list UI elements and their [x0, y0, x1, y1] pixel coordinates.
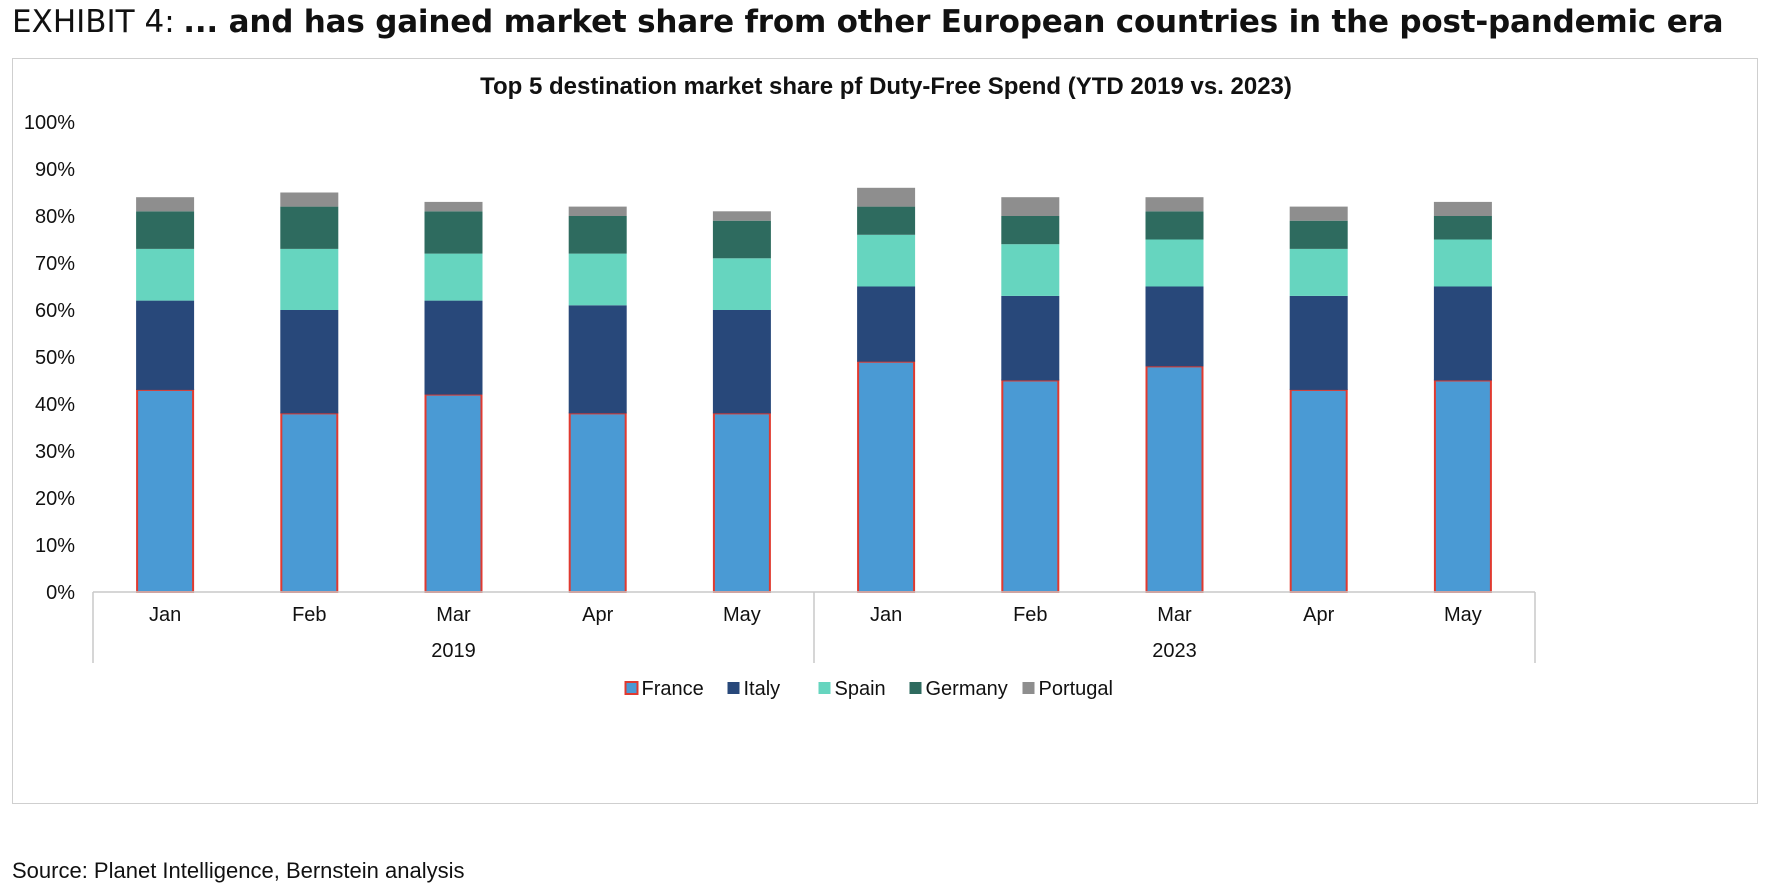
- bar-spain-2: [424, 253, 483, 301]
- bar-germany-5: [857, 206, 916, 235]
- legend-swatch: [727, 682, 740, 694]
- bar-italy-3: [568, 305, 627, 414]
- source-note: Source: Planet Intelligence, Bernstein a…: [12, 858, 465, 883]
- bar-spain-1: [280, 248, 339, 310]
- bar-portugal-0: [136, 197, 195, 212]
- bar-italy-9: [1433, 286, 1492, 381]
- bar-portugal-7: [1145, 197, 1204, 212]
- legend-item-france: France: [624, 678, 704, 700]
- bar-germany-9: [1433, 216, 1492, 240]
- bar-portugal-1: [280, 192, 339, 207]
- x-tick-label: Mar: [436, 604, 471, 626]
- x-tick-label: May: [723, 604, 761, 626]
- exhibit-label: EXHIBIT 4:: [12, 4, 175, 40]
- bar-portugal-4: [712, 211, 771, 221]
- legend-swatch: [624, 681, 639, 695]
- legend-label: Portugal: [1039, 678, 1114, 700]
- bars: [136, 187, 1492, 594]
- legend-label: Italy: [744, 678, 781, 700]
- bar-germany-4: [712, 220, 771, 259]
- chart-title: Top 5 destination market share pf Duty-F…: [480, 73, 1292, 100]
- legend: France Italy Spain Germany Portugal: [624, 678, 1114, 700]
- bar-spain-3: [568, 253, 627, 306]
- bar-italy-5: [857, 286, 916, 362]
- bar-spain-4: [712, 258, 771, 310]
- chart-container: Top 5 destination market share pf Duty-F…: [12, 58, 1758, 804]
- y-tick-label: 40%: [35, 394, 75, 416]
- y-axis-labels: 0% 10% 20% 30% 40% 50% 60% 70% 80% 90% 100%: [24, 112, 75, 604]
- bar-spain-5: [857, 234, 916, 287]
- bar-germany-7: [1145, 211, 1204, 240]
- x-tick-label: Mar: [1157, 604, 1192, 626]
- bar-france-9: [1433, 379, 1492, 593]
- x-tick-label: Jan: [870, 604, 902, 626]
- y-tick-label: 90%: [35, 159, 75, 181]
- bar-germany-3: [568, 216, 627, 254]
- y-tick-label: 80%: [35, 206, 75, 228]
- bar-italy-1: [280, 310, 339, 414]
- x-tick-label: Apr: [582, 604, 613, 626]
- x-group-label: 2019: [431, 640, 476, 662]
- legend-item-italy: Italy: [727, 678, 781, 700]
- x-group-label: 2023: [1152, 640, 1197, 662]
- x-tick-label: Jan: [149, 604, 181, 626]
- y-tick-label: 100%: [24, 112, 75, 134]
- x-tick-label: Feb: [1013, 604, 1047, 626]
- bar-italy-7: [1145, 286, 1204, 367]
- bar-italy-8: [1289, 295, 1348, 390]
- stacked-bar-chart: Top 5 destination market share pf Duty-F…: [24, 73, 1536, 700]
- bar-germany-2: [424, 211, 483, 254]
- bar-spain-6: [1001, 244, 1060, 296]
- bar-france-0: [136, 388, 195, 593]
- bar-france-8: [1289, 388, 1348, 593]
- bar-france-6: [1001, 379, 1060, 593]
- y-tick-label: 0%: [46, 582, 75, 604]
- bar-france-4: [712, 412, 771, 593]
- legend-label: Spain: [835, 678, 886, 700]
- legend-swatch: [818, 682, 831, 694]
- bar-portugal-8: [1289, 206, 1348, 221]
- legend-item-germany: Germany: [909, 678, 1008, 700]
- y-tick-label: 60%: [35, 300, 75, 322]
- y-tick-label: 30%: [35, 441, 75, 463]
- bar-italy-0: [136, 300, 195, 390]
- y-tick-label: 10%: [35, 535, 75, 557]
- x-axis: 2019 2023 Jan Feb Mar Apr May Jan Feb Mar Apr May: [92, 591, 1536, 663]
- bar-france-2: [424, 393, 483, 593]
- bar-italy-2: [424, 300, 483, 395]
- bar-portugal-9: [1433, 201, 1492, 216]
- bar-spain-9: [1433, 239, 1492, 287]
- bar-portugal-2: [424, 201, 483, 212]
- bar-germany-1: [280, 206, 339, 249]
- legend-item-portugal: Portugal: [1022, 678, 1114, 700]
- y-tick-label: 70%: [35, 253, 75, 275]
- bar-france-5: [857, 360, 916, 594]
- bar-portugal-3: [568, 206, 627, 216]
- exhibit-header: EXHIBIT 4: ... and has gained market sha…: [12, 4, 1724, 40]
- bar-portugal-6: [1001, 197, 1060, 216]
- y-tick-label: 50%: [35, 347, 75, 369]
- exhibit-headline: ... and has gained market share from oth…: [183, 4, 1724, 40]
- legend-swatch: [909, 682, 922, 694]
- x-tick-label: May: [1444, 604, 1482, 626]
- legend-label: Germany: [926, 678, 1008, 700]
- bar-italy-6: [1001, 295, 1060, 381]
- x-tick-label: Feb: [292, 604, 326, 626]
- legend-item-spain: Spain: [818, 678, 886, 700]
- y-tick-label: 20%: [35, 488, 75, 510]
- bar-france-1: [280, 412, 339, 593]
- bar-spain-0: [136, 248, 195, 301]
- bar-spain-8: [1289, 248, 1348, 296]
- legend-label: France: [642, 678, 704, 700]
- bar-germany-8: [1289, 220, 1348, 249]
- bar-portugal-5: [857, 187, 916, 207]
- x-tick-label: Apr: [1303, 604, 1334, 626]
- bar-italy-4: [712, 310, 771, 414]
- bar-france-7: [1145, 365, 1204, 593]
- legend-swatch: [1022, 682, 1035, 694]
- bar-france-3: [568, 412, 627, 593]
- bar-spain-7: [1145, 239, 1204, 287]
- bar-germany-6: [1001, 216, 1060, 245]
- bar-germany-0: [136, 211, 195, 249]
